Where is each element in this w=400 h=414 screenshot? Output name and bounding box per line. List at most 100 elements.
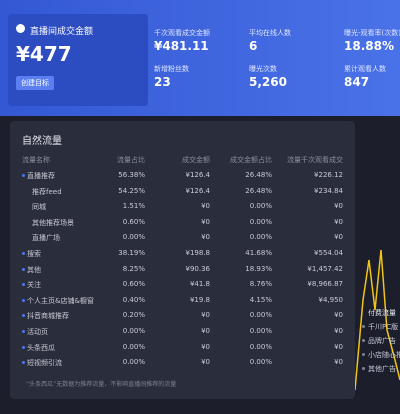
cell: ¥0 [334,327,343,335]
cell: ¥4,950 [318,295,344,304]
cell: ¥0 [334,311,343,320]
row-name: 直播推荐 [27,172,55,180]
legend-dot [362,325,365,328]
column-header: 流量名称 [22,156,50,164]
row-name: 个人主页&店铺&橱窗 [27,296,94,305]
legend-dot [362,367,365,370]
gmv-title: 直播间成交金额 [30,27,94,37]
cell: ¥8,966.87 [307,280,343,289]
column-header: 成交金额 [182,156,210,164]
row-bullet [22,283,25,287]
metric-value: ¥481.11 [154,39,209,53]
row-name: 其他推荐场景 [32,218,74,227]
metric-label: 曝光次数 [249,65,277,73]
cell: 1.51% [122,202,145,211]
cell: ¥198.8 [185,249,211,257]
line-decoration [355,249,400,391]
cell: ¥0 [201,311,210,320]
row-bullet [22,267,25,271]
metric-label: 平均在线人数 [249,29,291,37]
row-name: 直播广场 [32,234,60,243]
legend-item: 千川PC版 [368,323,399,331]
cell: 26.48% [245,186,272,195]
cell: 0.00% [249,358,272,367]
cell: 56.38% [118,171,145,179]
cell: ¥554.04 [314,249,343,257]
metric-value: 6 [249,39,258,53]
cell: 38.19% [118,249,145,257]
row-bullet [22,330,25,333]
cell: 0.00% [249,342,272,351]
legend-item: 小店随心推 [368,351,400,359]
row-name: 推荐feed [32,187,62,196]
cell: ¥0 [334,202,343,211]
cell: 8.25% [122,264,145,273]
cell: 0.20% [122,311,145,320]
cell: 0.00% [249,217,272,226]
column-header: 流量占比 [117,156,145,164]
cell: ¥226.12 [314,171,343,179]
column-header: 成交金额占比 [230,156,272,164]
metric-value: 5,260 [249,75,287,89]
cell: 0.00% [122,327,145,335]
row-name: 搜索 [27,250,41,258]
cell: 0.00% [122,342,145,351]
row-bullet [22,314,25,318]
row-name: 关注 [27,281,41,290]
legend-dot [362,339,365,342]
cell: 0.00% [249,311,272,320]
row-bullet [22,345,25,349]
cell: ¥126.4 [185,186,211,195]
cell: 0.00% [249,233,272,242]
cell: 0.00% [249,327,272,335]
cell: ¥41.8 [189,280,210,289]
row-name: 活动页 [27,328,48,336]
legend-dot [362,353,365,356]
metric-label: 曝光-观看率(次数) [344,29,400,37]
gmv-value: ¥477 [16,42,72,66]
icon [16,24,25,33]
cell: ¥19.8 [189,295,210,304]
natural-traffic-panel [10,121,355,399]
cell: ¥0 [201,358,210,367]
metric-label: 新增粉丝数 [154,65,189,73]
cell: ¥0 [201,202,210,211]
metric-value: 23 [154,75,171,89]
panel-title: 自然流量 [22,136,62,147]
cell: ¥1,457.42 [307,264,343,273]
legend-item: 其他广告 [368,365,396,373]
table-note: “头条西瓜”无数据为推荐流量，不影响直播间推荐的流量 [26,381,177,388]
cell: 0.40% [122,295,145,304]
cell: 0.00% [249,202,272,211]
gmv-card [8,14,148,106]
cell: 8.76% [249,280,272,289]
cell: ¥0 [334,233,343,242]
cell: 0.00% [122,233,145,242]
metric-label: 累计观看人数 [344,65,386,73]
cell: ¥0 [334,358,343,367]
cell: 54.25% [118,186,145,195]
cell: 0.00% [122,358,145,367]
cell: 18.93% [245,264,272,273]
cell: ¥0 [334,342,343,351]
cell: 4.15% [249,295,272,304]
row-bullet [22,174,25,177]
row-bullet [22,361,25,365]
paid-chart-decoration [355,249,400,391]
row-name: 其他 [27,265,41,274]
metric-value: 847 [344,75,370,89]
cell: ¥0 [201,217,210,226]
column-header: 流量千次观看成交 [287,156,343,164]
row-name: 头条西瓜 [27,343,55,352]
cell: ¥234.84 [314,186,343,195]
create-goal-button[interactable]: 创建目标 [16,76,54,90]
cell: 0.60% [122,280,145,289]
side-title: 付费流量 [368,309,396,317]
cell: ¥0 [201,342,210,351]
row-bullet [22,298,25,302]
row-name: 短视频引流 [27,359,62,368]
legend-item: 品牌广告 [368,337,396,345]
cell: 26.48% [245,171,272,179]
cell: ¥0 [334,217,343,226]
